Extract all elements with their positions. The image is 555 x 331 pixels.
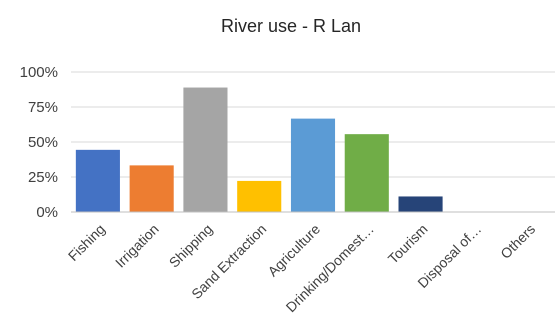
x-tick-label: Shipping xyxy=(166,221,216,271)
x-tick-label: Others xyxy=(497,221,538,262)
bar-6 xyxy=(344,134,389,212)
bar-3 xyxy=(183,87,228,212)
x-tick-label: Tourism xyxy=(385,221,431,267)
y-axis-ticks: 0% 25% 50% 75% 100% xyxy=(20,64,58,221)
bar-4 xyxy=(237,180,282,212)
chart-title: River use - R Lan xyxy=(221,16,361,36)
y-tick-label: 75% xyxy=(28,99,58,116)
y-tick-label: 0% xyxy=(36,204,58,221)
y-tick-label: 100% xyxy=(20,64,58,81)
y-tick-label: 50% xyxy=(28,134,58,151)
bar-7 xyxy=(398,196,443,212)
bars xyxy=(75,87,443,212)
bar-2 xyxy=(129,165,174,212)
x-tick-label: Fishing xyxy=(65,221,108,264)
bar-5 xyxy=(290,118,336,212)
y-tick-label: 25% xyxy=(28,169,58,186)
bar-1 xyxy=(75,149,120,212)
x-tick-label: Irrigation xyxy=(112,221,162,271)
